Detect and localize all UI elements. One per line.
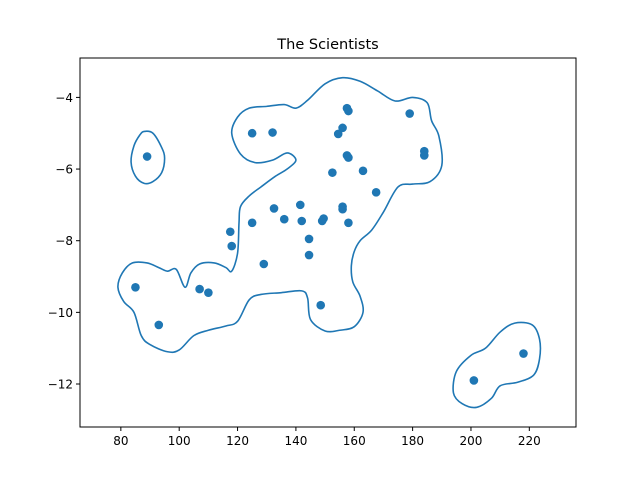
scatter-point-4 — [204, 288, 213, 297]
chart-title: The Scientists — [276, 37, 378, 53]
x-tick-label: 80 — [113, 434, 128, 448]
x-axis-ticks: 80 100 120 140 160 180 200 220 — [113, 427, 541, 448]
x-tick-label: 160 — [343, 434, 366, 448]
scatter-point-21 — [333, 129, 343, 139]
scatter-point-26 — [344, 106, 353, 116]
scatter-point-19 — [319, 214, 328, 223]
scatter-point-10 — [259, 259, 269, 269]
scatter-point-16 — [304, 250, 314, 260]
y-tick-label: −12 — [48, 378, 73, 392]
contour-line-1 — [130, 130, 166, 185]
scatter-point-29 — [344, 218, 353, 228]
scatter-point-11 — [269, 204, 279, 213]
scatter-point-1 — [131, 282, 140, 292]
scatter-point-22 — [338, 123, 347, 133]
x-tick-label: 120 — [226, 434, 249, 448]
scatter-point-6 — [227, 241, 237, 251]
y-tick-label: −8 — [55, 234, 73, 248]
scatter-point-3 — [195, 284, 204, 294]
x-tick-label: 220 — [518, 434, 541, 448]
scatter-point-35 — [469, 376, 479, 385]
y-tick-label: −10 — [48, 306, 73, 320]
scatter-point-30 — [358, 166, 368, 176]
scatter-point-17 — [316, 300, 326, 310]
density-contours — [117, 76, 542, 409]
scatter-point-5 — [225, 227, 235, 237]
scatter-point-15 — [304, 234, 314, 244]
scatter-point-2 — [154, 320, 164, 330]
x-tick-label: 200 — [460, 434, 483, 448]
scatter-point-12 — [279, 214, 289, 224]
scatter-point-32 — [405, 109, 414, 118]
scatter-point-9 — [247, 218, 257, 228]
scatter-point-36 — [519, 349, 528, 358]
x-tick-label: 180 — [401, 434, 424, 448]
x-tick-label: 100 — [168, 434, 191, 448]
x-tick-label: 140 — [284, 434, 307, 448]
scatter-point-34 — [419, 151, 429, 160]
y-tick-label: −6 — [55, 163, 73, 177]
scatter-point-31 — [371, 188, 381, 197]
contour-line-2 — [452, 321, 542, 409]
scatter-point-14 — [297, 216, 307, 226]
scatter-point-24 — [338, 204, 347, 214]
scatter-point-8 — [268, 128, 277, 137]
scatter-point-20 — [328, 168, 337, 177]
data-points — [131, 103, 528, 385]
y-axis-ticks: −12 −10 −8 −6 −4 — [48, 91, 80, 392]
scatter-point-13 — [295, 200, 305, 210]
scatter-point-7 — [247, 128, 257, 138]
scatter-point-28 — [344, 153, 353, 162]
scatter-point-0 — [142, 152, 152, 161]
contour-line-0 — [117, 76, 443, 354]
y-tick-label: −4 — [55, 91, 73, 105]
plot-frame — [79, 57, 577, 428]
